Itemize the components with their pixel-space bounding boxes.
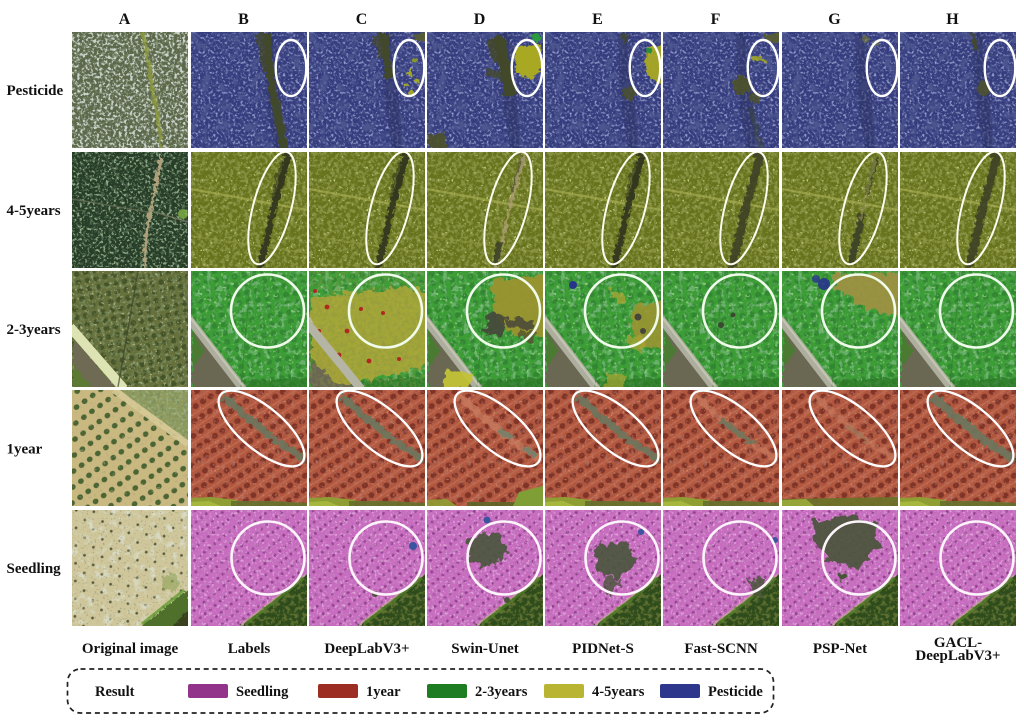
svg-text:Seedling: Seedling (7, 561, 62, 577)
svg-text:4-5years: 4-5years (7, 203, 61, 219)
svg-text:PIDNet-S: PIDNet-S (572, 641, 634, 657)
svg-text:D: D (474, 11, 486, 28)
svg-text:Pesticide: Pesticide (7, 83, 64, 99)
svg-text:DeepLabV3+: DeepLabV3+ (324, 641, 409, 657)
svg-text:E: E (592, 11, 603, 28)
svg-text:Result: Result (95, 684, 135, 700)
svg-text:PSP-Net: PSP-Net (813, 641, 867, 657)
svg-text:DeepLabV3+: DeepLabV3+ (915, 648, 1000, 664)
svg-text:G: G (828, 11, 841, 28)
svg-text:Fast-SCNN: Fast-SCNN (684, 641, 757, 657)
svg-text:Pesticide: Pesticide (708, 684, 763, 700)
svg-text:C: C (356, 11, 368, 28)
svg-text:1year: 1year (7, 442, 43, 458)
svg-text:4-5years: 4-5years (592, 684, 645, 700)
svg-text:B: B (238, 11, 249, 28)
svg-text:Seedling: Seedling (236, 684, 289, 700)
svg-text:H: H (946, 11, 959, 28)
svg-text:2-3years: 2-3years (7, 322, 61, 338)
svg-text:Original image: Original image (82, 641, 179, 657)
svg-text:2-3years: 2-3years (475, 684, 528, 700)
svg-text:Labels: Labels (228, 641, 271, 657)
svg-text:A: A (119, 11, 131, 28)
svg-text:Swin-Unet: Swin-Unet (451, 641, 519, 657)
svg-text:GACL-: GACL- (934, 635, 982, 651)
svg-text:1year: 1year (366, 684, 401, 700)
svg-text:F: F (711, 11, 721, 28)
